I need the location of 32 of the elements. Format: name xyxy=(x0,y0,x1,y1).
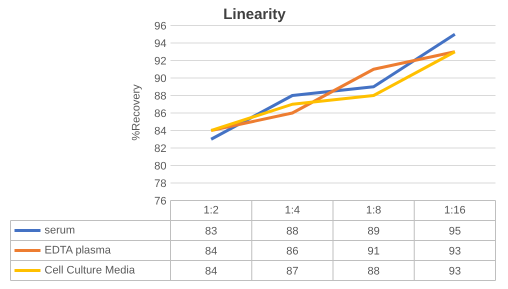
data-label: 91 xyxy=(368,246,380,258)
legend-label: serum xyxy=(44,224,76,236)
data-label: 93 xyxy=(448,266,462,278)
y-tick-label: 96 xyxy=(154,20,167,32)
data-label: 88 xyxy=(286,226,299,238)
y-tick-label: 84 xyxy=(154,126,167,138)
data-label: 87 xyxy=(286,266,299,278)
data-label: 84 xyxy=(205,266,218,278)
data-label: 84 xyxy=(205,246,218,258)
data-label: 88 xyxy=(368,266,380,278)
y-tick-label: 76 xyxy=(154,196,167,208)
data-label: 89 xyxy=(368,226,380,238)
y-tick-label: 90 xyxy=(154,73,167,85)
y-axis-title: %Recovery xyxy=(130,84,142,141)
y-tick-label: 82 xyxy=(154,143,167,155)
x-tick-label: 1:16 xyxy=(444,204,466,216)
data-label: 95 xyxy=(448,226,462,238)
data-label: 86 xyxy=(286,246,299,258)
data-label: 93 xyxy=(448,246,462,258)
y-tick-label: 86 xyxy=(154,108,167,120)
legend-label: EDTA plasma xyxy=(44,244,112,256)
y-tick-label: 78 xyxy=(154,178,167,190)
x-tick-label: 1:8 xyxy=(366,204,382,216)
x-tick-label: 1:4 xyxy=(284,204,300,216)
data-label: 83 xyxy=(205,226,218,238)
y-tick-label: 92 xyxy=(154,56,167,68)
x-tick-label: 1:2 xyxy=(203,204,219,216)
y-tick-label: 88 xyxy=(154,90,167,102)
y-tick-label: 80 xyxy=(154,160,167,172)
legend-label: Cell Culture Media xyxy=(44,264,136,276)
y-tick-label: 94 xyxy=(154,38,167,50)
chart-title: Linearity xyxy=(223,6,286,23)
